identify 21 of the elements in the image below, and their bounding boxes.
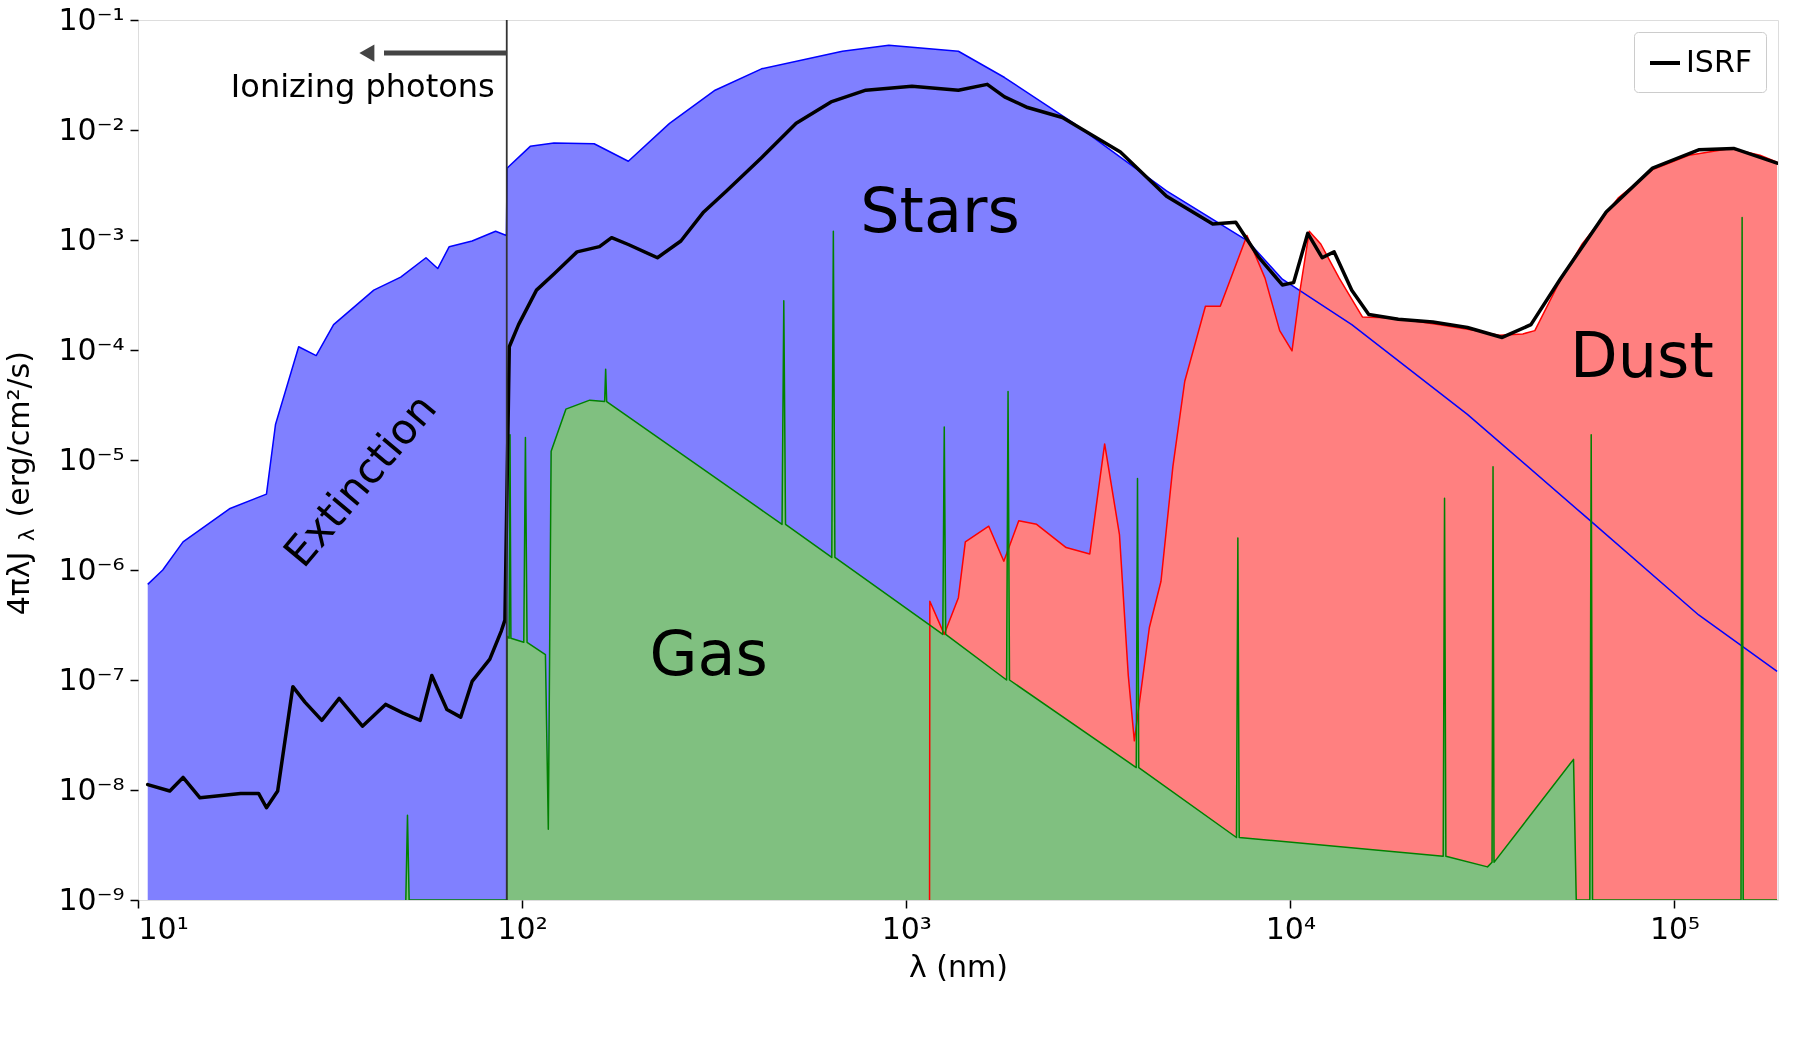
x-tick-label: 10³	[881, 910, 932, 946]
legend-label: ISRF	[1686, 44, 1752, 79]
y-tick-label: 10⁻¹	[58, 1, 125, 37]
y-axis-title: 4πλJλ (erg/cm²/s)	[1, 351, 39, 616]
y-tick-label: 10⁻⁶	[58, 551, 125, 587]
y-tick-label: 10⁻⁵	[58, 441, 125, 477]
x-tick-label: 10⁴	[1265, 910, 1316, 946]
y-tick-label: 10⁻⁸	[58, 771, 125, 807]
y-tick-label: 10⁻⁷	[58, 661, 125, 697]
x-axis-title: λ (nm)	[909, 948, 1008, 984]
x-tick-label: 10²	[497, 910, 548, 946]
series-label: Gas	[649, 617, 768, 691]
series-label: Stars	[860, 173, 1020, 247]
y-tick-label: 10⁻⁹	[58, 881, 125, 917]
x-tick-label: 10¹	[138, 910, 189, 946]
series-label: Dust	[1570, 318, 1714, 392]
y-tick-label: 10⁻⁴	[58, 331, 125, 367]
x-tick-label: 10⁵	[1649, 910, 1701, 946]
annotation: Ionizing photons	[230, 67, 495, 106]
y-tick-label: 10⁻²	[58, 111, 125, 147]
y-tick-label: 10⁻³	[58, 221, 125, 257]
